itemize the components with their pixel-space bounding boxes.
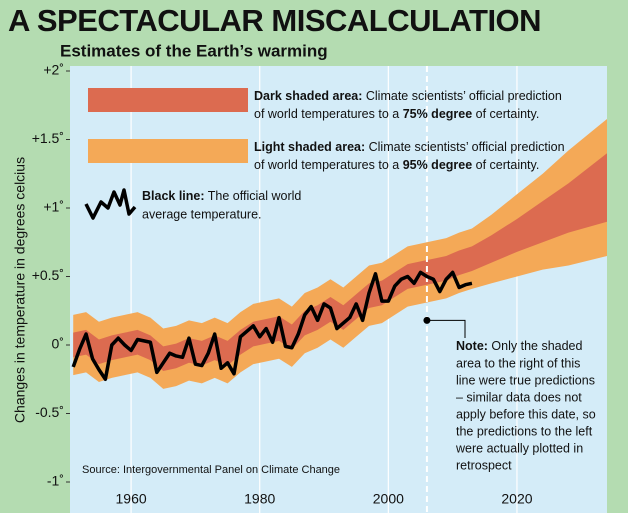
y-tick-label: +1.5˚: [32, 130, 64, 146]
chart-title: A SPECTACULAR MISCALCULATION: [8, 3, 541, 38]
note-line: the predictions to the left: [456, 424, 593, 438]
note-line: apply before this date, so: [456, 407, 596, 421]
annotation-layer: [423, 66, 466, 513]
y-tick-label: -1˚: [47, 473, 64, 489]
legend-text: of world temperatures to a 75% degree of…: [254, 107, 539, 121]
legend-desc: The official world: [208, 189, 302, 203]
y-tick-label: +1˚: [43, 199, 64, 215]
x-tick-label: 2000: [373, 491, 404, 507]
legend-label: Black line:: [142, 189, 205, 203]
note-line: Only the shaded: [488, 339, 583, 353]
legend-desc: Climate scientists’ official prediction: [369, 140, 565, 154]
legend-swatch: [88, 88, 248, 112]
ticks: +2˚ +1.5˚ +1˚ +0.5˚ 0˚ -0.5˚ -1˚ 1960 1980 2000 20…: [32, 62, 533, 507]
chart-subtitle: Estimates of the Earth’s warming: [60, 41, 328, 60]
legend-text: of world temperatures to a 95% degree of…: [254, 158, 539, 172]
legend-desc: 95% degree: [403, 158, 473, 172]
legend-label: Light shaded area:: [254, 140, 365, 154]
y-tick-label: -0.5˚: [35, 404, 64, 420]
note-line: retrospect: [456, 458, 512, 472]
y-tick-label: +0.5˚: [32, 267, 64, 283]
legend-text: Dark shaded area: Climate scientists’ of…: [254, 89, 562, 103]
legend-text: Black line: The official world: [142, 189, 301, 203]
note-label: Note:: [456, 339, 488, 353]
legend-desc: 75% degree: [403, 107, 473, 121]
legend-swatch: [84, 188, 137, 220]
note-line: – similar data does not: [456, 390, 582, 404]
legend-label: Dark shaded area:: [254, 89, 362, 103]
legend-desc: of world temperatures to a: [254, 158, 403, 172]
legend-desc: of certainty.: [472, 107, 539, 121]
x-tick-label: 1960: [116, 491, 147, 507]
legend-swatch: [88, 139, 248, 163]
note-line: line were true predictions: [456, 373, 595, 387]
note-line: area to the right of this: [456, 356, 580, 370]
note-line: were actually plotted in: [455, 441, 583, 455]
x-tick-label: 1980: [244, 491, 275, 507]
temperature-line: [71, 270, 473, 381]
annotation-dot: [423, 316, 431, 324]
annotation-leader: [426, 319, 466, 338]
y-tick-label: 0˚: [52, 336, 64, 352]
note-text: Note: Only the shaded: [456, 339, 583, 353]
source: Source: Intergovernmental Panel on Clima…: [82, 464, 340, 476]
legend-desc: Climate scientists’ official prediction: [366, 89, 562, 103]
x-tick-label: 2020: [501, 491, 532, 507]
confidence-band: [73, 118, 607, 389]
y-tick-label: +2˚: [43, 62, 64, 78]
legend-desc: of certainty.: [472, 158, 539, 172]
legend-desc: average temperature.: [142, 207, 262, 221]
line-layer: [71, 270, 473, 381]
legend-text: Light shaded area: Climate scientists’ o…: [254, 140, 565, 154]
legend-desc: of world temperatures to a: [254, 107, 403, 121]
y-axis-label: Changes in temperature in degrees celciu…: [12, 157, 28, 423]
